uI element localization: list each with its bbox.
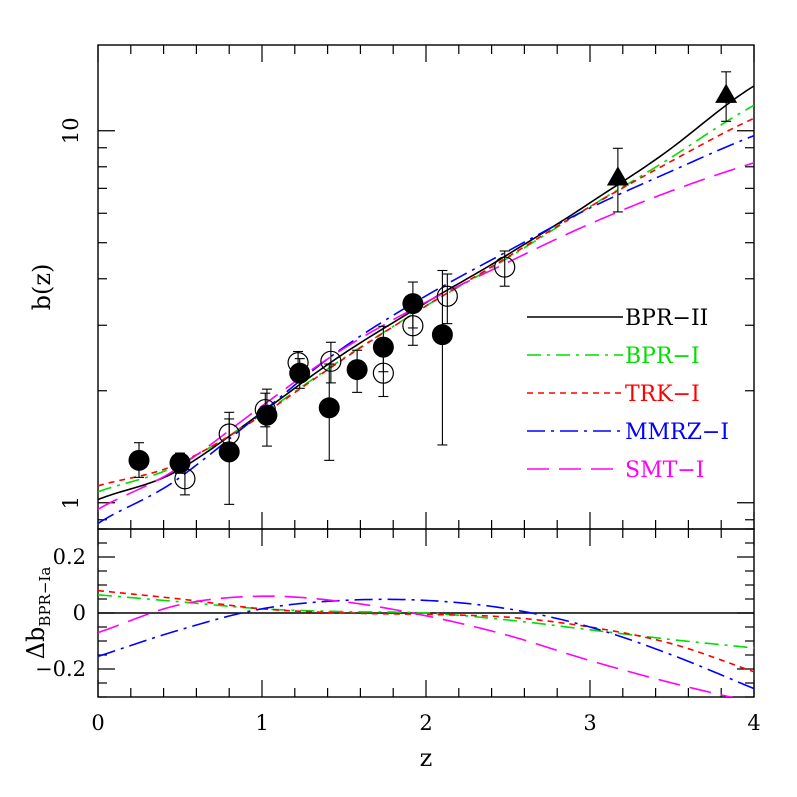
bottom-panel-ticks — [97, 528, 755, 698]
data-point — [256, 388, 278, 447]
top-model-curves — [98, 85, 754, 525]
x-tick-label: 4 — [747, 711, 760, 735]
bottom-y-tick-label: 0.2 — [53, 545, 86, 569]
filled-circle-marker — [402, 293, 424, 315]
open-circle-marker — [287, 352, 309, 374]
top-data-points — [128, 71, 738, 505]
bottom-y-axis-title-sub: BPR−Ia — [36, 567, 54, 627]
bottom-y-tick-labels: 0.2 0 −0.2 — [35, 545, 86, 681]
filled-circle-marker — [318, 397, 340, 419]
data-point — [372, 352, 394, 398]
curve-mmrz-i — [98, 134, 754, 525]
open-circle-marker — [402, 315, 424, 337]
data-point — [287, 350, 309, 376]
bottom-residual-curves — [98, 589, 754, 697]
filled-circle-marker — [289, 362, 311, 384]
data-point — [289, 358, 311, 389]
residual-smt-i — [98, 595, 734, 697]
data-point — [320, 341, 342, 384]
data-point — [128, 442, 150, 478]
open-circle-marker — [254, 398, 276, 421]
top-y-tick-label: 1 — [59, 496, 83, 509]
data-point — [318, 363, 340, 461]
x-tick-labels: 0 1 2 3 4 — [91, 711, 760, 735]
legend-label-bpr-i: BPR−I — [625, 344, 700, 369]
data-point — [606, 147, 629, 213]
data-point — [494, 250, 516, 287]
legend-label-mmrz-i: MMRZ−I — [625, 420, 729, 445]
top-panel-frame — [97, 44, 755, 530]
data-point — [174, 462, 196, 496]
curve-smt-i — [98, 162, 754, 511]
x-tick-label: 2 — [419, 711, 432, 735]
filled-triangle-marker — [715, 83, 738, 103]
open-circle-marker — [494, 256, 516, 278]
data-point — [715, 71, 738, 122]
data-point — [431, 269, 453, 446]
open-circle-marker — [320, 350, 342, 372]
x-tick-label: 1 — [255, 711, 268, 735]
legend-label-smt-i: SMT−I — [625, 458, 704, 483]
data-point — [218, 418, 240, 454]
bottom-panel: 0.2 0 −0.2 0 1 2 3 4 ΔbBPR−Ia z — [22, 528, 761, 772]
open-circle-marker — [436, 285, 458, 307]
top-panel-ticks — [97, 45, 755, 529]
filled-circle-marker — [346, 359, 368, 381]
open-circle-marker — [372, 362, 394, 384]
legend-label-bpr-ii: BPR−II — [625, 306, 708, 331]
legend: BPR−II BPR−I TRK−I MMRZ−I SMT−I — [527, 306, 729, 483]
filled-circle-marker — [372, 336, 394, 358]
bottom-y-axis-title-main: Δb — [22, 627, 50, 660]
open-circle-marker — [174, 468, 196, 490]
residual-bpr-i — [98, 594, 754, 649]
top-y-axis-title: b(z) — [28, 264, 56, 311]
data-point — [402, 307, 424, 346]
data-point — [436, 273, 458, 325]
x-tick-label: 3 — [583, 711, 596, 735]
filled-triangle-marker — [606, 166, 629, 186]
top-y-tick-label: 10 — [59, 117, 83, 144]
filled-circle-marker — [128, 449, 150, 471]
open-circle-marker — [218, 423, 240, 445]
bottom-y-tick-label: 0 — [73, 601, 86, 625]
legend-label-trk-i: TRK−I — [625, 382, 700, 407]
data-point — [254, 392, 276, 428]
residual-mmrz-i — [98, 598, 754, 690]
data-point — [346, 349, 368, 393]
top-panel: 1 10 b(z) BPR−II BPR−I TRK−I MMRZ−I SMT−I — [28, 44, 755, 530]
top-y-tick-labels: 1 10 — [59, 117, 83, 509]
bottom-y-axis-title: ΔbBPR−Ia — [22, 567, 54, 660]
filled-circle-marker — [431, 324, 453, 346]
curve-trk-i — [98, 117, 754, 487]
filled-circle-marker — [256, 404, 278, 426]
x-tick-label: 0 — [91, 711, 104, 735]
bottom-y-tick-label: −0.2 — [35, 657, 86, 681]
x-axis-title: z — [420, 744, 433, 772]
